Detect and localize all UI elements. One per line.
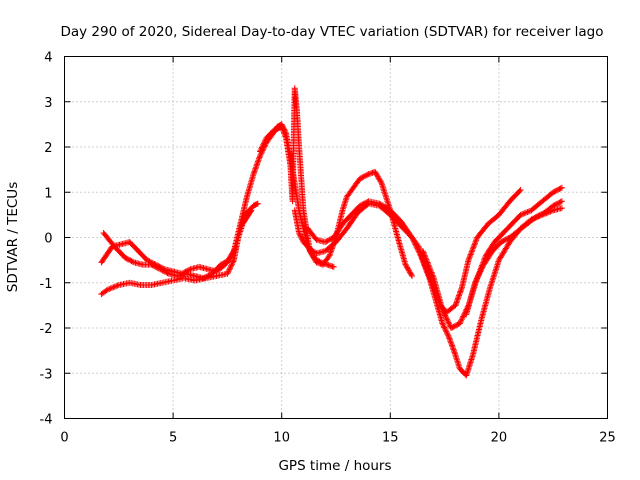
y-tick-label: -4: [40, 413, 53, 428]
series-pass-7: [419, 184, 565, 331]
x-tick-label: 15: [382, 431, 399, 446]
series-pass-8: [463, 198, 565, 318]
series-markers: [463, 198, 565, 318]
chart-title: Day 290 of 2020, Sidereal Day-to-day VTE…: [60, 24, 603, 40]
y-tick-label: 1: [44, 186, 52, 201]
y-tick-label: 0: [44, 232, 52, 247]
x-tick-label: 5: [169, 431, 177, 446]
x-tick-label: 20: [491, 431, 508, 446]
y-tick-label: 2: [44, 141, 52, 156]
series-pass-4: [257, 85, 415, 279]
y-tick-label: -2: [40, 322, 53, 337]
axis-ticks: 0 5 10 15 20 25 -4 -3 -2 -1 0 1 2 3 4: [40, 51, 616, 446]
y-tick-label: 3: [44, 96, 52, 111]
y-tick-label: 4: [44, 51, 52, 66]
x-tick-label: 0: [60, 431, 68, 446]
series-pass-3: [100, 200, 261, 282]
y-tick-label: -3: [40, 367, 53, 382]
x-axis-label: GPS time / hours: [278, 458, 391, 474]
series-markers: [100, 200, 261, 282]
x-tick-label: 25: [599, 431, 616, 446]
y-axis-label: SDTVAR / TECUs: [5, 182, 21, 292]
x-tick-label: 10: [273, 431, 290, 446]
series-markers: [257, 85, 415, 279]
data-series: [98, 85, 565, 379]
y-tick-label: -1: [40, 277, 53, 292]
series-markers: [419, 184, 565, 331]
